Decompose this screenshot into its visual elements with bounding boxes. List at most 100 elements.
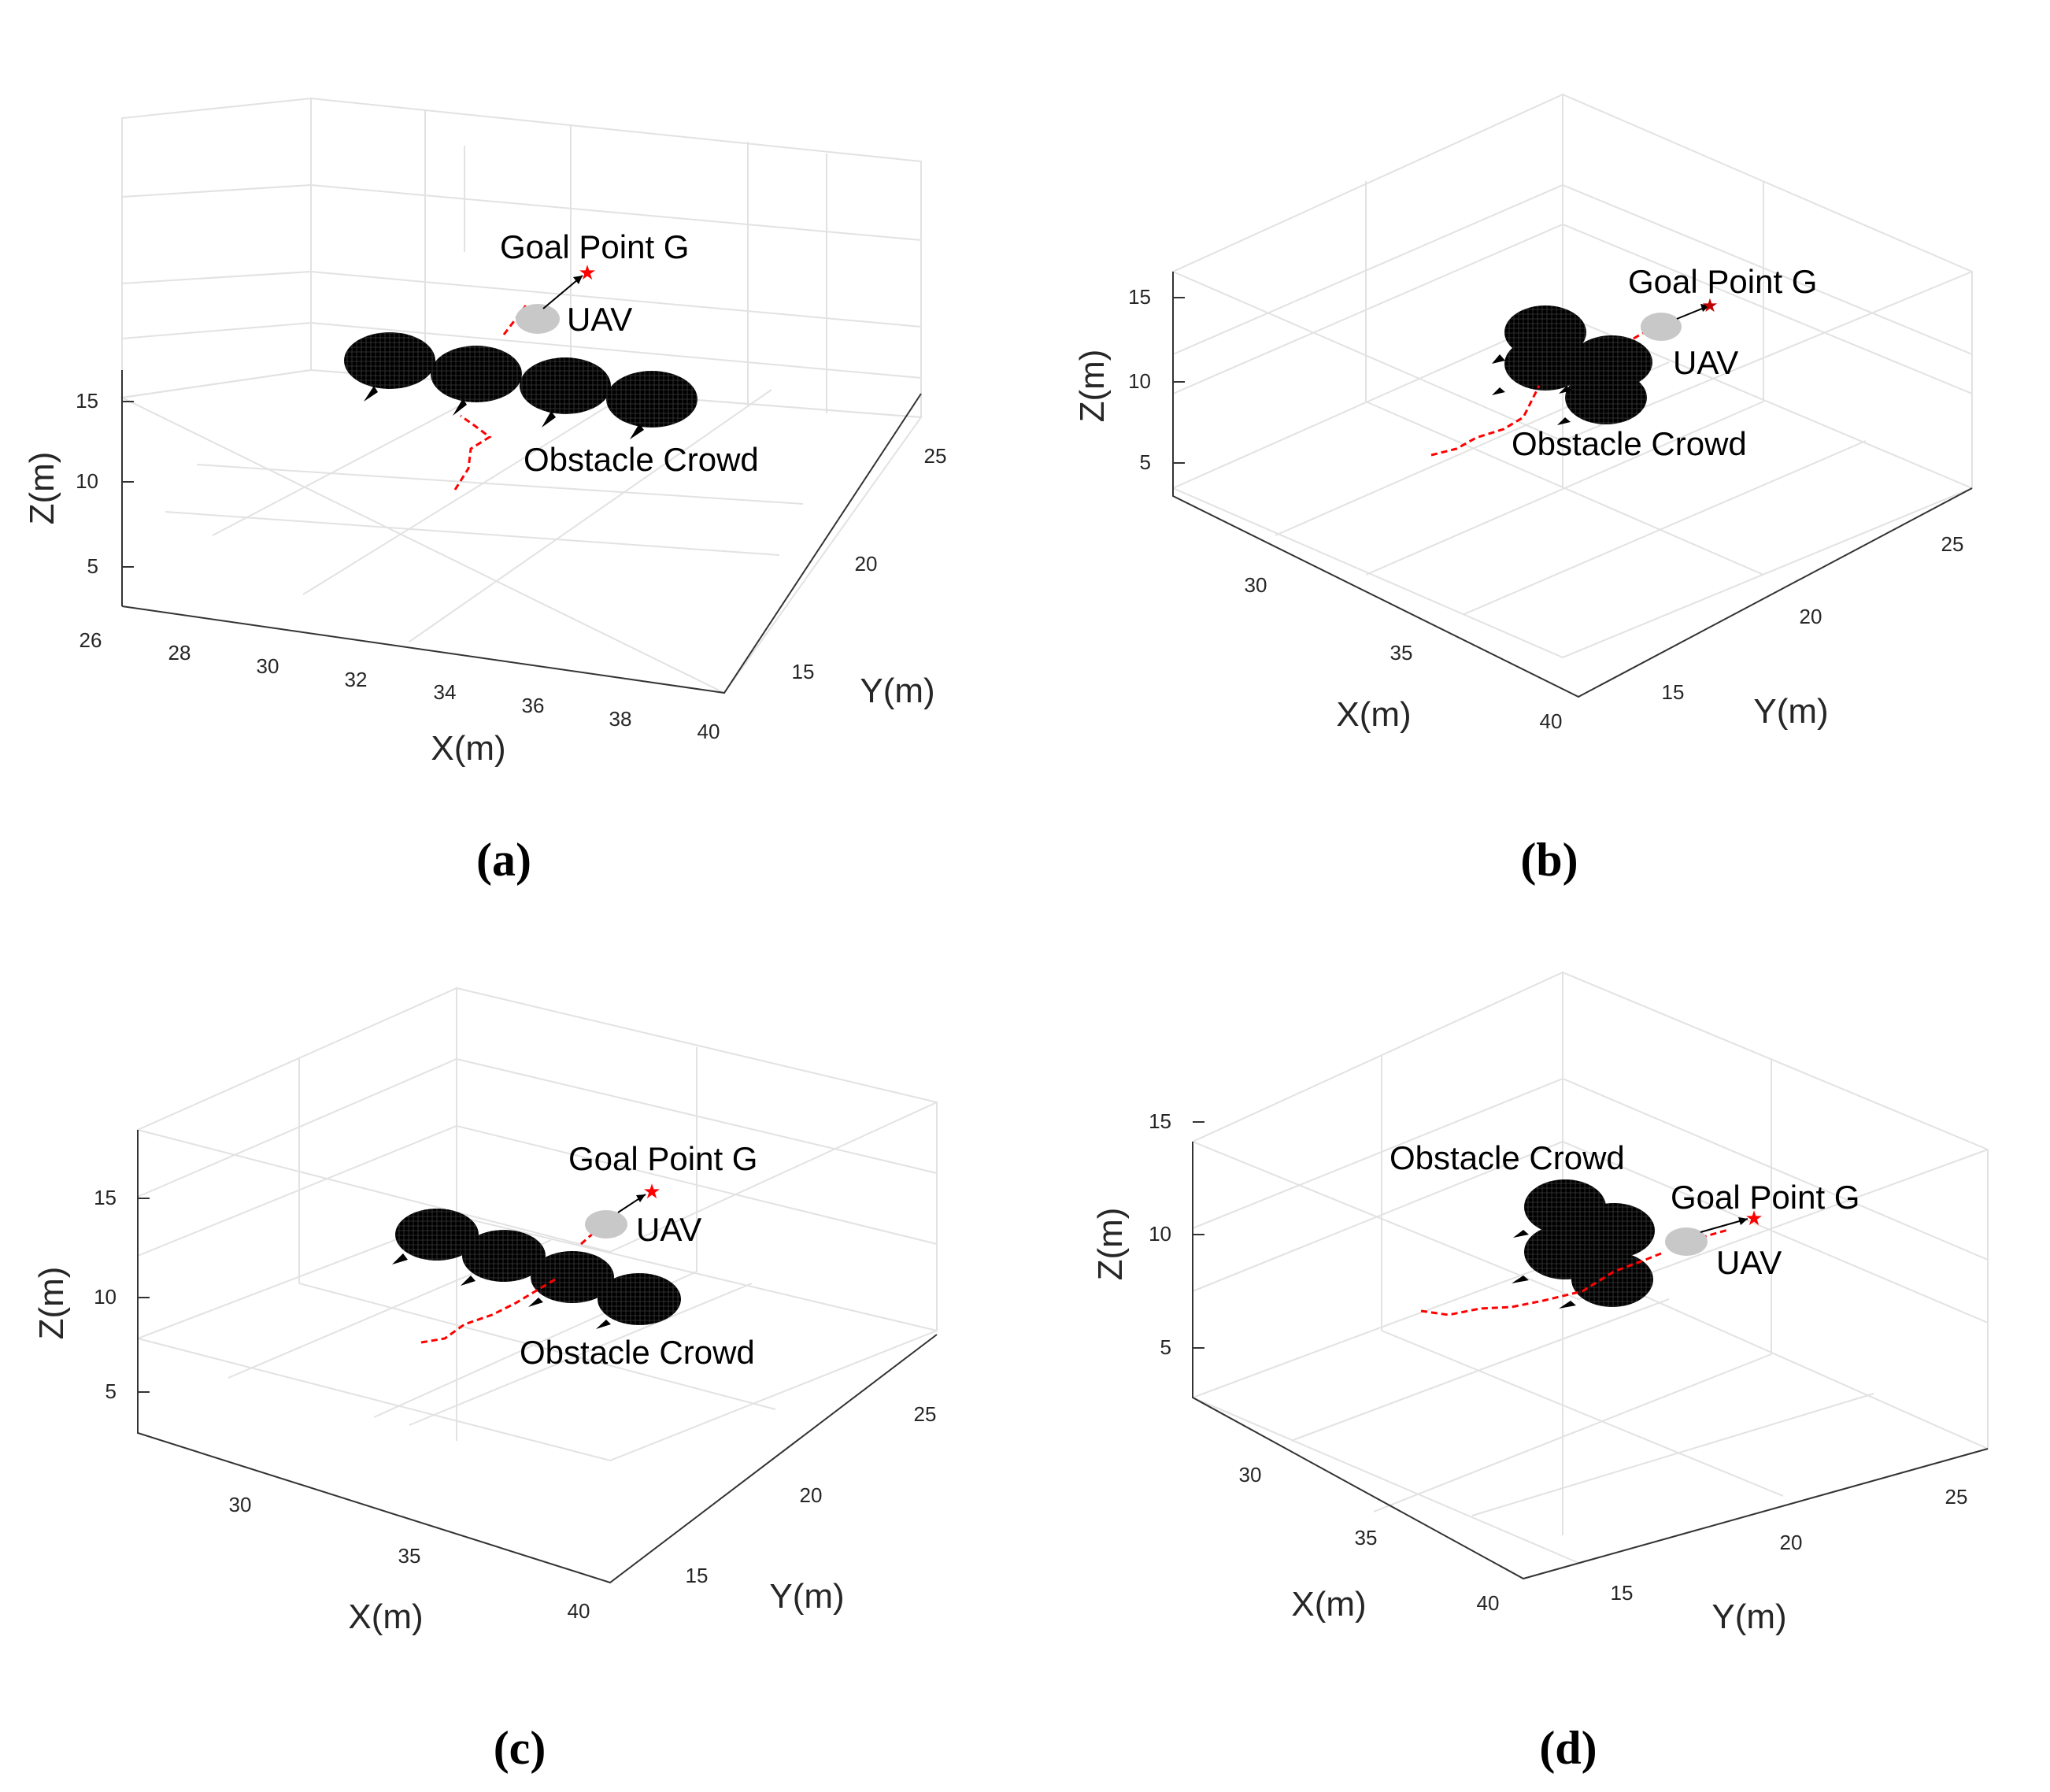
panel-c-y-tick-25: 25 [914, 1402, 937, 1426]
panel-d-x-ticks: 30 35 40 [1239, 1463, 1500, 1615]
panel-d-x-tick-40: 40 [1477, 1591, 1500, 1615]
panel-b-uav-label: UAV [1673, 344, 1738, 381]
panel-a-z-tick-15: 15 [76, 389, 98, 413]
panel-c-y-ticks: 15 20 25 [686, 1402, 937, 1587]
panel-b-obstacles [1492, 305, 1652, 425]
panel-a-z-tick-10: 10 [76, 469, 98, 493]
panel-c-goal-star: ★ [642, 1180, 661, 1204]
panel-a-x-ticks: 26 28 30 32 34 36 38 40 [80, 628, 720, 743]
panel-a-goal-star: ★ [578, 261, 596, 285]
panel-c-obstacles-label: Obstacle Crowd [520, 1334, 755, 1371]
panel-b-axes [1172, 272, 1973, 698]
panel-a-x-tick-34: 34 [434, 680, 457, 704]
panel-b-goal-label: Goal Point G [1628, 263, 1817, 300]
panel-b-z-tick-15: 15 [1128, 285, 1151, 309]
panel-a-uav [516, 304, 560, 334]
panel-c-axes [137, 1130, 938, 1584]
panel-b-y-ticks: 15 20 25 [1662, 532, 1964, 704]
panel-d-grid [1192, 971, 1989, 1564]
panel-a-heading-arrow [542, 275, 583, 309]
panel-c-z-ticks: 5 10 15 [94, 1186, 150, 1403]
caption-a: (a) [476, 834, 531, 886]
panel-a-x-label: X(m) [431, 729, 505, 768]
panel-a-uav-label: UAV [567, 301, 632, 338]
panel-c-obstacles [392, 1209, 681, 1329]
panel-d-z-tick-5: 5 [1160, 1335, 1171, 1359]
panel-d-uav-label: UAV [1716, 1244, 1782, 1281]
panel-a-x-tick-32: 32 [345, 668, 368, 691]
panel-c-obstacle-3 [531, 1251, 614, 1303]
panel-a-x-tick-36: 36 [522, 694, 545, 717]
panel-d-obstacles [1512, 1179, 1655, 1309]
panel-a-y-label: Y(m) [860, 672, 934, 710]
panel-a-obstacle-3 [520, 357, 611, 414]
panel-b-z-ticks: 5 10 15 [1128, 285, 1185, 474]
panel-d-goal-star: ★ [1745, 1207, 1763, 1231]
panel-b-obstacle-2 [1504, 337, 1586, 391]
panel-b-z-tick-10: 10 [1128, 369, 1151, 393]
panel-c-x-tick-40: 40 [568, 1599, 590, 1623]
caption-c: (c) [494, 1722, 546, 1774]
panel-a-x-tick-30: 30 [257, 654, 279, 678]
panel-c-uav-label: UAV [636, 1211, 701, 1248]
panel-a-obstacle-4 [606, 371, 698, 428]
panel-d-y-ticks: 15 20 25 [1611, 1485, 1968, 1605]
panel-d-z-tick-10: 10 [1149, 1222, 1171, 1246]
caption-b: (b) [1520, 834, 1578, 886]
panel-a-x-tick-28: 28 [168, 641, 191, 665]
panel-c-obstacle-2 [462, 1230, 546, 1282]
panel-c-goal-label: Goal Point G [568, 1140, 757, 1177]
panel-a-x-tick-38: 38 [609, 707, 632, 731]
panel-c-obstacle-4 [598, 1273, 681, 1325]
panel-b-y-tick-15: 15 [1662, 680, 1685, 704]
panel-c-y-label: Y(m) [769, 1577, 844, 1616]
panel-a-path [453, 305, 527, 491]
panel-b-x-tick-35: 35 [1390, 641, 1413, 665]
panel-a-grid [119, 97, 923, 694]
panel-d-x-label: X(m) [1291, 1585, 1366, 1624]
panel-b-y-tick-25: 25 [1941, 532, 1964, 556]
panel-a-obstacle-1 [344, 332, 435, 389]
panel-a-x-tick-40: 40 [698, 720, 720, 743]
panel-b-x-tick-30: 30 [1245, 573, 1267, 597]
panel-a-obstacle-2 [431, 346, 522, 402]
panel-c-x-label: X(m) [348, 1598, 423, 1636]
panel-d-z-label: Z(m) [1091, 1208, 1130, 1281]
panel-a-y-ticks: 15 20 25 [792, 444, 947, 683]
panel-b-x-ticks: 30 35 40 [1245, 573, 1563, 733]
panel-d-x-tick-35: 35 [1355, 1526, 1378, 1549]
panel-d-z-tick-15: 15 [1149, 1109, 1171, 1133]
panel-c-z-tick-10: 10 [94, 1285, 117, 1309]
panel-c-x-tick-30: 30 [229, 1493, 252, 1516]
panel-a-y-tick-15: 15 [792, 660, 815, 683]
panel-c-z-label: Z(m) [32, 1267, 71, 1340]
panel-c-y-tick-20: 20 [800, 1483, 823, 1507]
panel-a: 5 10 15 26 28 30 32 34 36 38 40 15 20 25… [23, 97, 947, 768]
caption-d: (d) [1539, 1722, 1597, 1774]
panel-c: 5 10 15 30 35 40 15 20 25 X(m) Y(m) Z(m)… [32, 987, 938, 1636]
panel-b: 5 10 15 30 35 40 15 20 25 X(m) Y(m) Z(m)… [1073, 93, 1973, 734]
panel-b-y-tick-20: 20 [1800, 605, 1822, 628]
panel-c-y-tick-15: 15 [686, 1564, 709, 1587]
panel-b-x-tick-40: 40 [1540, 709, 1563, 733]
panel-c-grid [137, 987, 938, 1462]
panel-a-z-label: Z(m) [23, 452, 61, 525]
panel-a-goal-label: Goal Point G [500, 228, 689, 265]
panel-d-z-ticks: 5 10 15 [1149, 1109, 1204, 1359]
panel-c-obstacle-1 [395, 1209, 479, 1261]
panel-b-z-label: Z(m) [1073, 350, 1112, 423]
panel-c-uav [585, 1210, 627, 1238]
panel-b-x-label: X(m) [1336, 695, 1411, 734]
panel-d: 5 10 15 30 35 40 15 20 25 X(m) Y(m) Z(m)… [1091, 971, 1989, 1636]
panel-d-y-label: Y(m) [1711, 1598, 1786, 1636]
panel-b-obstacles-label: Obstacle Crowd [1512, 425, 1747, 462]
panel-b-y-label: Y(m) [1753, 692, 1828, 731]
panel-c-z-tick-15: 15 [94, 1186, 117, 1209]
panel-a-x-tick-26: 26 [80, 628, 102, 652]
panel-d-uav [1665, 1227, 1708, 1256]
panel-d-axes [1192, 1142, 1989, 1580]
panel-b-z-tick-5: 5 [1140, 450, 1151, 474]
panel-d-x-tick-30: 30 [1239, 1463, 1262, 1487]
panel-a-obstacles-label: Obstacle Crowd [524, 441, 759, 478]
